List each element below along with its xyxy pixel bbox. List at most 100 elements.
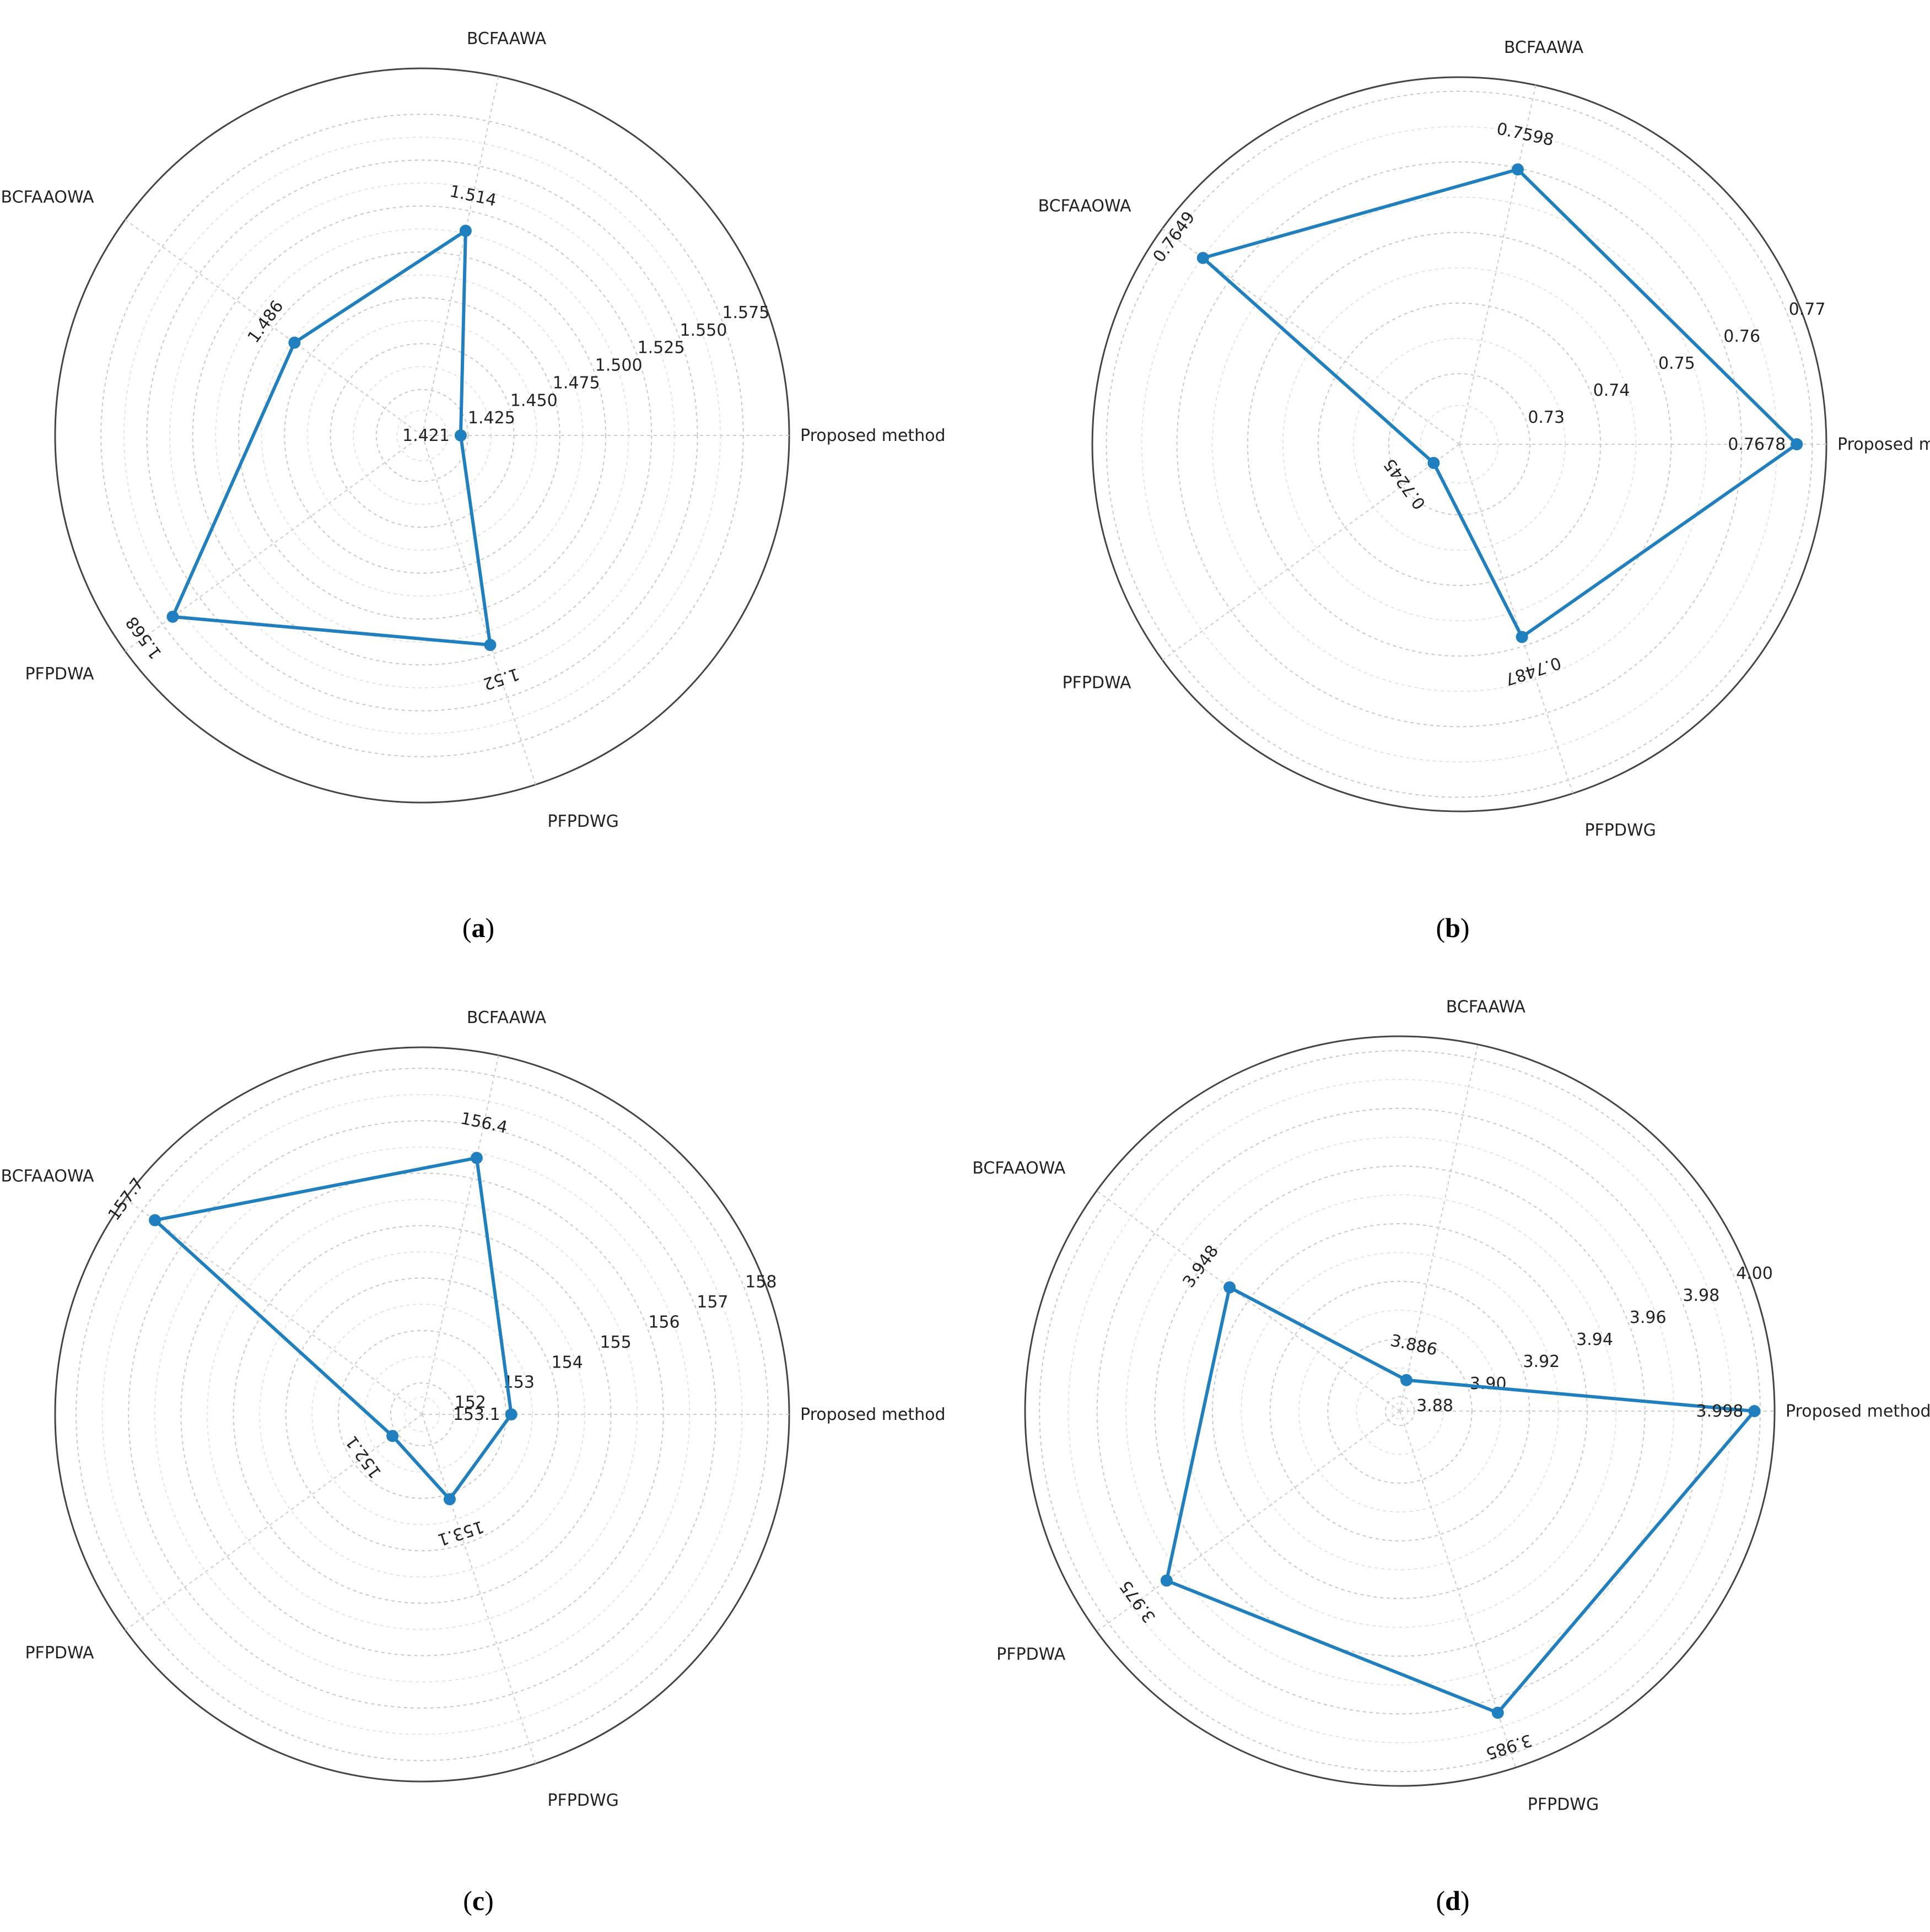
grid-ring	[146, 159, 698, 712]
axis-label: PFPDWG	[547, 1791, 618, 1810]
data-label: 0.7245	[1380, 455, 1430, 513]
axis-label: BCFAAOWA	[1, 1166, 94, 1186]
data-label: 3.948	[1179, 1242, 1222, 1291]
radial-tick-label: 156	[648, 1313, 680, 1332]
radar-chart-d: Proposed method BCFAAWA BCFAAOWA PFPDWA PFPD…	[972, 997, 1930, 1814]
grid-ring	[1388, 373, 1531, 516]
radial-tick-label: 3.98	[1683, 1286, 1719, 1305]
grid-ring-minor	[1183, 1194, 1617, 1628]
panel-caption-b: (b)	[1436, 912, 1469, 943]
data-point	[454, 429, 467, 442]
radial-tick-label: 3.94	[1576, 1330, 1613, 1349]
axis-label: BCFAAOWA	[972, 1159, 1065, 1178]
radial-tick-label: 1.450	[510, 391, 558, 410]
data-point	[1427, 456, 1440, 469]
data-label: 152.1	[342, 1432, 386, 1482]
grid-ring	[284, 297, 560, 574]
data-label: 3.985	[1483, 1730, 1534, 1763]
axis-label: BCFAAWA	[467, 1008, 547, 1027]
radial-tick-label: 0.77	[1789, 300, 1826, 319]
data-label: 153.1	[435, 1516, 487, 1549]
radial-tick-label: 155	[600, 1333, 631, 1352]
radial-tick-label: 4.00	[1736, 1264, 1773, 1283]
radar-chart-b: Proposed method BCFAAWA BCFAAOWA PFPDWA PFPD…	[1038, 38, 1930, 840]
grid-ring-minor	[1356, 1367, 1444, 1455]
axis-label: PFPDWA	[1062, 674, 1131, 693]
spoke	[125, 219, 423, 436]
radial-tick-label: 3.96	[1630, 1308, 1667, 1327]
data-point	[459, 224, 472, 237]
data-point	[470, 1151, 483, 1164]
grid-ring-minor	[396, 410, 448, 461]
radial-tick-label: 1.550	[680, 321, 727, 340]
grid-ring-minor	[1241, 1252, 1559, 1570]
data-label: 0.7678	[1728, 435, 1786, 454]
spoke	[1096, 1411, 1400, 1632]
data-label: 156.4	[459, 1109, 509, 1138]
axis-label: BCFAAOWA	[1, 187, 94, 207]
grid-ring	[285, 1277, 559, 1552]
axis-label: Proposed method	[800, 1405, 946, 1424]
grid-ring-minor	[311, 1304, 533, 1525]
axis-label: PFPDWA	[25, 1644, 94, 1663]
data-label: 3.998	[1696, 1402, 1743, 1421]
data-label: 1.421	[402, 426, 450, 445]
radar-chart-a: Proposed method BCFAAWA BCFAAOWA PFPDWA PFPD…	[1, 29, 946, 831]
data-point	[1223, 1281, 1236, 1294]
axis-label: PFPDWG	[1528, 1795, 1599, 1814]
data-label: 0.7598	[1495, 119, 1555, 150]
data-label: 1.52	[481, 664, 521, 693]
grid-ring	[375, 389, 469, 482]
data-point	[1511, 163, 1524, 176]
grid-ring	[1269, 1280, 1530, 1542]
panel-caption-c: (c)	[463, 1885, 494, 1916]
spoke	[1096, 1190, 1400, 1412]
data-label: 1.514	[448, 182, 498, 211]
axis-label: PFPDWA	[996, 1645, 1066, 1664]
grid-ring	[1327, 1338, 1473, 1484]
grid-ring	[238, 251, 606, 620]
axis-label: PFPDWG	[547, 812, 618, 831]
radar-chart-c: Proposed method BCFAAWA BCFAAOWA PFPDWA PFPD…	[1, 1008, 946, 1810]
axis-label: PFPDWA	[25, 665, 94, 684]
grid-ring	[1096, 1107, 1703, 1715]
radial-tick-label: 152	[455, 1393, 486, 1412]
radial-tick-label: 1.475	[553, 373, 600, 392]
grid-ring	[330, 343, 515, 528]
panel-caption-a: (a)	[462, 912, 494, 943]
radial-tick-label: 0.75	[1658, 354, 1695, 373]
axis-label: PFPDWG	[1584, 821, 1656, 840]
grid-ring-minor	[364, 1356, 481, 1473]
radial-tick-label: 1.525	[638, 338, 685, 358]
polar-frame	[1024, 1035, 1776, 1787]
spoke	[125, 1414, 423, 1631]
radial-tick-label: 1.575	[722, 303, 769, 322]
data-label: 3.975	[1116, 1576, 1160, 1626]
radial-tick-label: 1.500	[595, 356, 643, 375]
spoke	[422, 1055, 499, 1415]
data-point	[443, 1493, 456, 1505]
grid-ring	[1176, 161, 1743, 728]
axis-label: Proposed method	[800, 426, 946, 445]
series-line	[1165, 1285, 1756, 1715]
grid-ring-minor	[1420, 405, 1499, 484]
radial-tick-label: 1.425	[468, 408, 515, 428]
axis-label: BCFAAOWA	[1038, 196, 1131, 216]
data-point	[1196, 251, 1209, 264]
data-point	[166, 610, 179, 623]
panel-caption-d: (d)	[1436, 1885, 1469, 1916]
spoke	[422, 1414, 536, 1764]
data-point	[1516, 631, 1528, 643]
data-point	[505, 1408, 517, 1420]
grid-ring-minor	[259, 1251, 585, 1578]
radial-tick-label: 0.74	[1593, 381, 1630, 400]
grid-ring	[100, 114, 744, 757]
series-line	[171, 229, 492, 647]
data-point	[1400, 1374, 1413, 1386]
radial-tick-label: 3.90	[1470, 1374, 1507, 1393]
data-point	[1160, 1574, 1173, 1587]
radial-tick-label: 154	[552, 1353, 583, 1372]
spoke	[1162, 444, 1460, 661]
data-label: 157.7	[104, 1175, 148, 1224]
data-point	[386, 1430, 399, 1443]
